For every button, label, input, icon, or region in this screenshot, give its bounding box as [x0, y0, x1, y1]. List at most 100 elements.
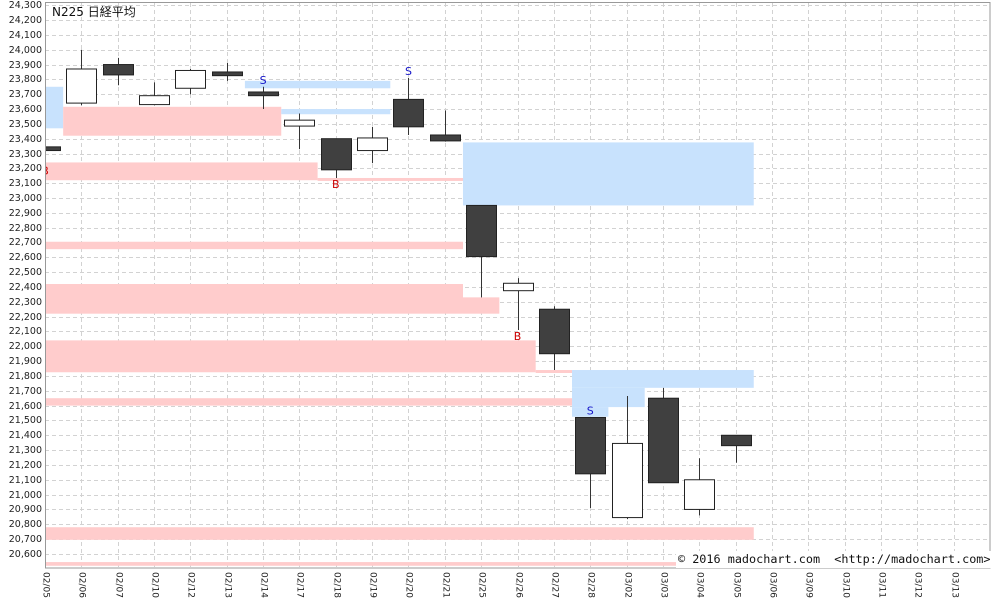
x-tick-label: 03/11: [877, 572, 887, 598]
y-tick-label: 22,400: [9, 282, 42, 293]
y-tick-label: 23,100: [9, 178, 42, 189]
y-tick-label: 20,800: [9, 519, 42, 530]
x-axis: 02/05 02/06 02/07 02/10 02/12 02/13 02/14 02/17…: [41, 572, 960, 598]
y-tick-label: 22,700: [9, 237, 42, 248]
x-tick-label: 02/18: [332, 572, 342, 598]
x-tick-label: 02/12: [186, 572, 196, 598]
y-tick-label: 24,000: [9, 45, 42, 56]
price-zone-pink: [45, 241, 463, 250]
signal-label-S: S: [260, 74, 267, 87]
y-tick-label: 23,200: [9, 163, 42, 174]
candle-body-bullish: [284, 119, 315, 127]
candle-body-bearish: [321, 138, 352, 171]
x-tick-label: 03/02: [623, 572, 633, 598]
y-tick-label: 21,000: [9, 490, 42, 501]
x-tick-label: 03/05: [732, 572, 742, 598]
candle-body-bearish: [648, 397, 679, 484]
x-tick-label: 02/17: [295, 572, 305, 598]
y-tick-label: 21,600: [9, 401, 42, 412]
x-tick-label: 02/26: [514, 572, 524, 598]
y-tick-label: 20,700: [9, 534, 42, 545]
candle: [575, 416, 606, 508]
y-tick-label: 22,500: [9, 267, 42, 278]
candle-body-bullish: [612, 442, 643, 519]
x-tick-label: 02/14: [259, 572, 269, 598]
candle: [139, 82, 170, 106]
y-tick-label: 22,300: [9, 297, 42, 308]
signals: B S B S B S: [41, 65, 594, 418]
y-tick-label: 22,600: [9, 252, 42, 263]
candle: [721, 434, 752, 463]
x-tick-label: 03/13: [950, 572, 960, 598]
candle-body-bearish: [248, 91, 279, 97]
candle-body-bearish: [575, 416, 606, 475]
candle: [248, 86, 279, 110]
candle-body-bearish: [466, 204, 497, 258]
x-tick-label: 02/05: [41, 572, 51, 598]
candle: [648, 387, 679, 484]
y-tick-label: 23,600: [9, 104, 42, 115]
candle: [212, 63, 243, 81]
candle: [103, 57, 134, 86]
price-zone-pink: [45, 162, 318, 181]
copyright-notice: © 2016 madochart.com <http://madochart.c…: [676, 551, 993, 568]
y-tick-label: 24,100: [9, 30, 42, 41]
signal-label-S: S: [405, 65, 412, 78]
y-tick-label: 22,100: [9, 326, 42, 337]
x-tick-label: 03/04: [695, 572, 705, 598]
x-tick-label: 02/27: [550, 572, 560, 598]
x-tick-label: 02/06: [77, 572, 87, 598]
y-tick-label: 21,400: [9, 430, 42, 441]
y-tick-label: 23,500: [9, 119, 42, 130]
x-tick-label: 03/09: [804, 572, 814, 598]
candle: [430, 110, 461, 142]
candle-body-bearish: [103, 64, 134, 76]
candle: [684, 458, 715, 516]
y-tick-label: 23,000: [9, 193, 42, 204]
price-zone-blue: [572, 370, 754, 388]
y-tick-label: 23,400: [9, 134, 42, 145]
y-tick-label: 21,300: [9, 445, 42, 456]
y-tick-label: 21,200: [9, 460, 42, 471]
y-tick-label: 23,900: [9, 60, 42, 71]
signal-label-B: B: [41, 165, 49, 178]
y-tick-label: 20,600: [9, 549, 42, 560]
price-zone-blue: [244, 80, 391, 89]
y-tick-label: 22,800: [9, 223, 42, 234]
x-tick-label: 02/13: [223, 572, 233, 598]
x-tick-label: 02/25: [477, 572, 487, 598]
y-tick-label: 22,200: [9, 312, 42, 323]
candle: [175, 68, 206, 95]
x-tick-label: 03/10: [841, 572, 851, 598]
price-zone-pink: [45, 398, 573, 406]
y-tick-label: 24,200: [9, 15, 42, 26]
price-zone-pink: [462, 297, 500, 314]
candle: [466, 204, 497, 298]
candle: [503, 278, 534, 330]
x-tick-label: 02/28: [586, 572, 596, 598]
price-zone-pink: [317, 177, 463, 181]
candle: [321, 138, 352, 178]
candle-body-bearish: [721, 434, 752, 447]
price-zone-pink: [45, 562, 754, 566]
y-tick-label: 23,800: [9, 74, 42, 85]
candle-body-bearish: [430, 134, 461, 142]
y-tick-label: 21,900: [9, 356, 42, 367]
price-zone-blue: [45, 86, 64, 129]
y-axis: 24,300 24,200 24,100 24,000 23,900 23,800 23,7…: [9, 0, 42, 560]
price-zone-blue: [572, 387, 645, 408]
candle-body-bullish: [175, 69, 206, 89]
x-tick-label: 02/20: [404, 572, 414, 598]
price-zone-pink: [45, 527, 754, 540]
y-tick-label: 22,900: [9, 208, 42, 219]
candles: [45, 49, 752, 520]
y-tick-label: 21,100: [9, 475, 42, 486]
price-zone-blue: [281, 109, 391, 115]
candle-body-bullish: [503, 282, 534, 292]
chart-title: N225 日経平均: [52, 5, 136, 19]
candle-body-bullish: [357, 137, 388, 152]
candle-body-bearish: [393, 98, 424, 128]
x-tick-label: 02/21: [441, 572, 451, 598]
y-tick-label: 23,300: [9, 149, 42, 160]
y-tick-label: 20,900: [9, 504, 42, 515]
